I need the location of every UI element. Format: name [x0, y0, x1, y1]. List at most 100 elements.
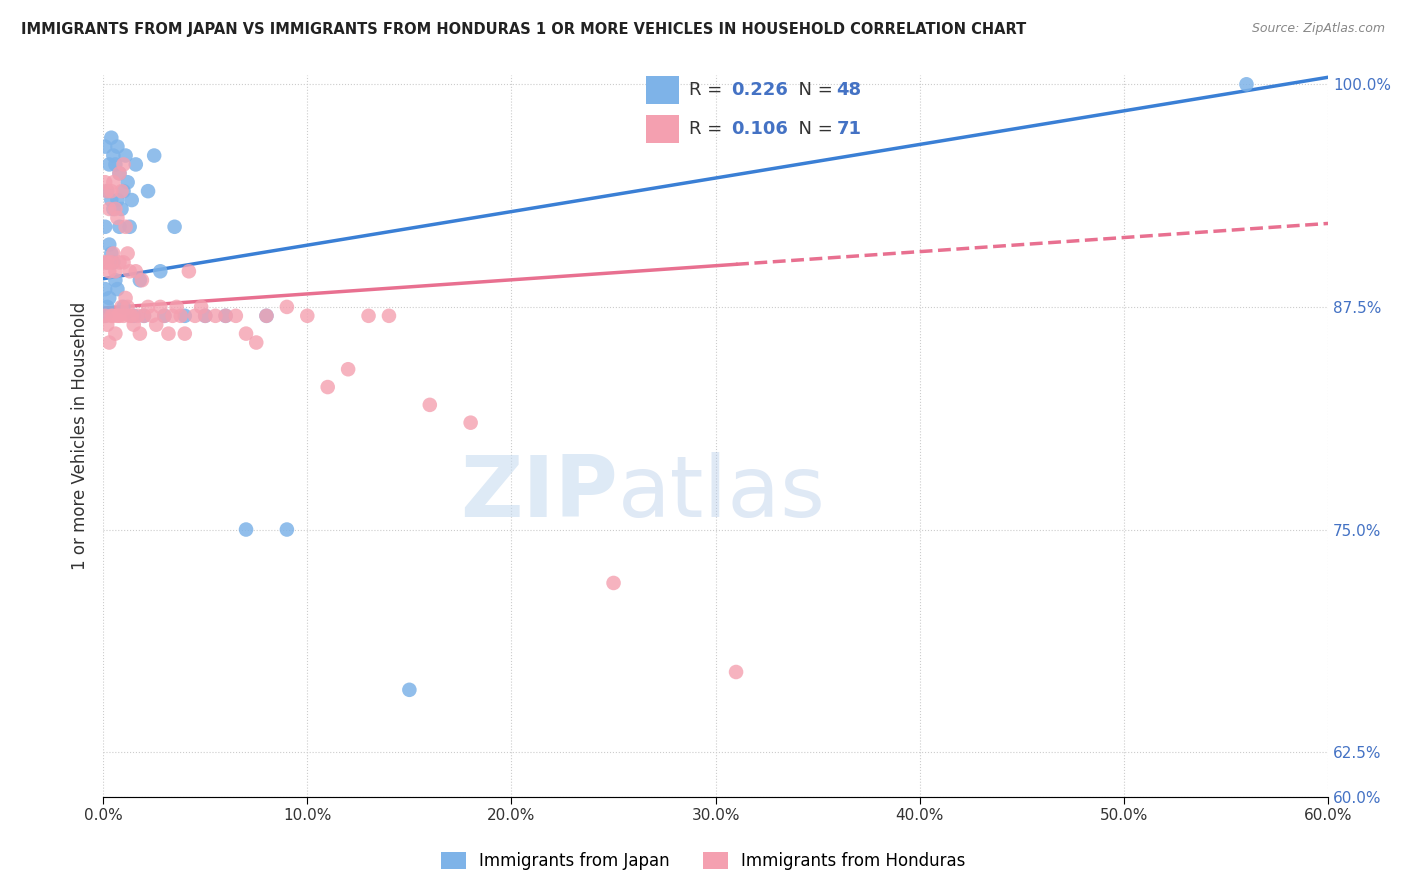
- Point: [132, 309, 155, 323]
- Text: Source: ZipAtlas.com: Source: ZipAtlas.com: [1251, 22, 1385, 36]
- Point: [131, 273, 153, 287]
- Point: [214, 309, 236, 323]
- Point: [114, 291, 136, 305]
- Point: [107, 309, 129, 323]
- Point: [214, 309, 236, 323]
- Point: [107, 211, 129, 225]
- Point: [96, 184, 118, 198]
- Point: [173, 326, 195, 341]
- Point: [1236, 77, 1258, 91]
- Point: [194, 309, 217, 323]
- Point: [110, 202, 132, 216]
- Point: [153, 309, 176, 323]
- Y-axis label: 1 or more Vehicles in Household: 1 or more Vehicles in Household: [72, 301, 89, 570]
- Point: [110, 184, 132, 198]
- Point: [94, 255, 117, 269]
- Point: [125, 157, 148, 171]
- Point: [108, 255, 131, 269]
- Point: [104, 273, 127, 287]
- Point: [104, 202, 127, 216]
- Point: [100, 246, 122, 260]
- Point: [94, 309, 117, 323]
- Point: [94, 139, 117, 153]
- Point: [112, 300, 135, 314]
- Point: [235, 523, 257, 537]
- Point: [117, 246, 139, 260]
- Point: [245, 335, 267, 350]
- Point: [118, 219, 141, 234]
- Point: [96, 255, 118, 269]
- Point: [136, 300, 159, 314]
- Point: [256, 309, 278, 323]
- Text: ZIP: ZIP: [460, 452, 617, 535]
- Point: [98, 237, 121, 252]
- Point: [94, 282, 117, 296]
- Point: [117, 175, 139, 189]
- Point: [94, 175, 117, 189]
- Point: [194, 309, 217, 323]
- Legend: Immigrants from Japan, Immigrants from Honduras: Immigrants from Japan, Immigrants from H…: [434, 845, 972, 877]
- Point: [112, 309, 135, 323]
- Point: [98, 264, 121, 278]
- Point: [118, 309, 141, 323]
- Point: [103, 309, 125, 323]
- Point: [398, 682, 420, 697]
- Point: [145, 318, 167, 332]
- Point: [118, 264, 141, 278]
- Point: [98, 157, 121, 171]
- Point: [107, 282, 129, 296]
- Point: [100, 193, 122, 207]
- Point: [100, 184, 122, 198]
- Point: [337, 362, 360, 376]
- Point: [276, 523, 298, 537]
- Point: [127, 309, 149, 323]
- Point: [94, 219, 117, 234]
- Point: [177, 264, 200, 278]
- Point: [602, 576, 624, 591]
- Point: [204, 309, 226, 323]
- Point: [96, 184, 118, 198]
- Point: [419, 398, 441, 412]
- Point: [128, 273, 150, 287]
- Text: atlas: atlas: [617, 452, 825, 535]
- Point: [108, 219, 131, 234]
- Point: [108, 166, 131, 180]
- Point: [149, 300, 172, 314]
- Point: [104, 264, 127, 278]
- Text: IMMIGRANTS FROM JAPAN VS IMMIGRANTS FROM HONDURAS 1 OR MORE VEHICLES IN HOUSEHOL: IMMIGRANTS FROM JAPAN VS IMMIGRANTS FROM…: [21, 22, 1026, 37]
- Point: [704, 825, 727, 839]
- Point: [110, 300, 132, 314]
- Point: [112, 255, 135, 269]
- Point: [103, 255, 125, 269]
- Point: [100, 255, 122, 269]
- Point: [94, 309, 117, 323]
- Point: [141, 309, 163, 323]
- Point: [112, 184, 135, 198]
- Point: [114, 219, 136, 234]
- Point: [125, 264, 148, 278]
- Point: [297, 309, 319, 323]
- Point: [122, 309, 145, 323]
- Point: [225, 309, 247, 323]
- Point: [107, 193, 129, 207]
- Point: [170, 309, 193, 323]
- Point: [163, 219, 186, 234]
- Point: [98, 202, 121, 216]
- Point: [98, 291, 121, 305]
- Point: [235, 326, 257, 341]
- Point: [153, 309, 176, 323]
- Point: [112, 157, 135, 171]
- Point: [190, 300, 212, 314]
- Point: [460, 416, 482, 430]
- Point: [157, 326, 180, 341]
- Point: [114, 148, 136, 162]
- Point: [96, 255, 118, 269]
- Point: [98, 335, 121, 350]
- Point: [96, 300, 118, 314]
- Point: [103, 202, 125, 216]
- Point: [122, 318, 145, 332]
- Point: [173, 309, 195, 323]
- Point: [184, 309, 207, 323]
- Point: [103, 246, 125, 260]
- Point: [121, 309, 143, 323]
